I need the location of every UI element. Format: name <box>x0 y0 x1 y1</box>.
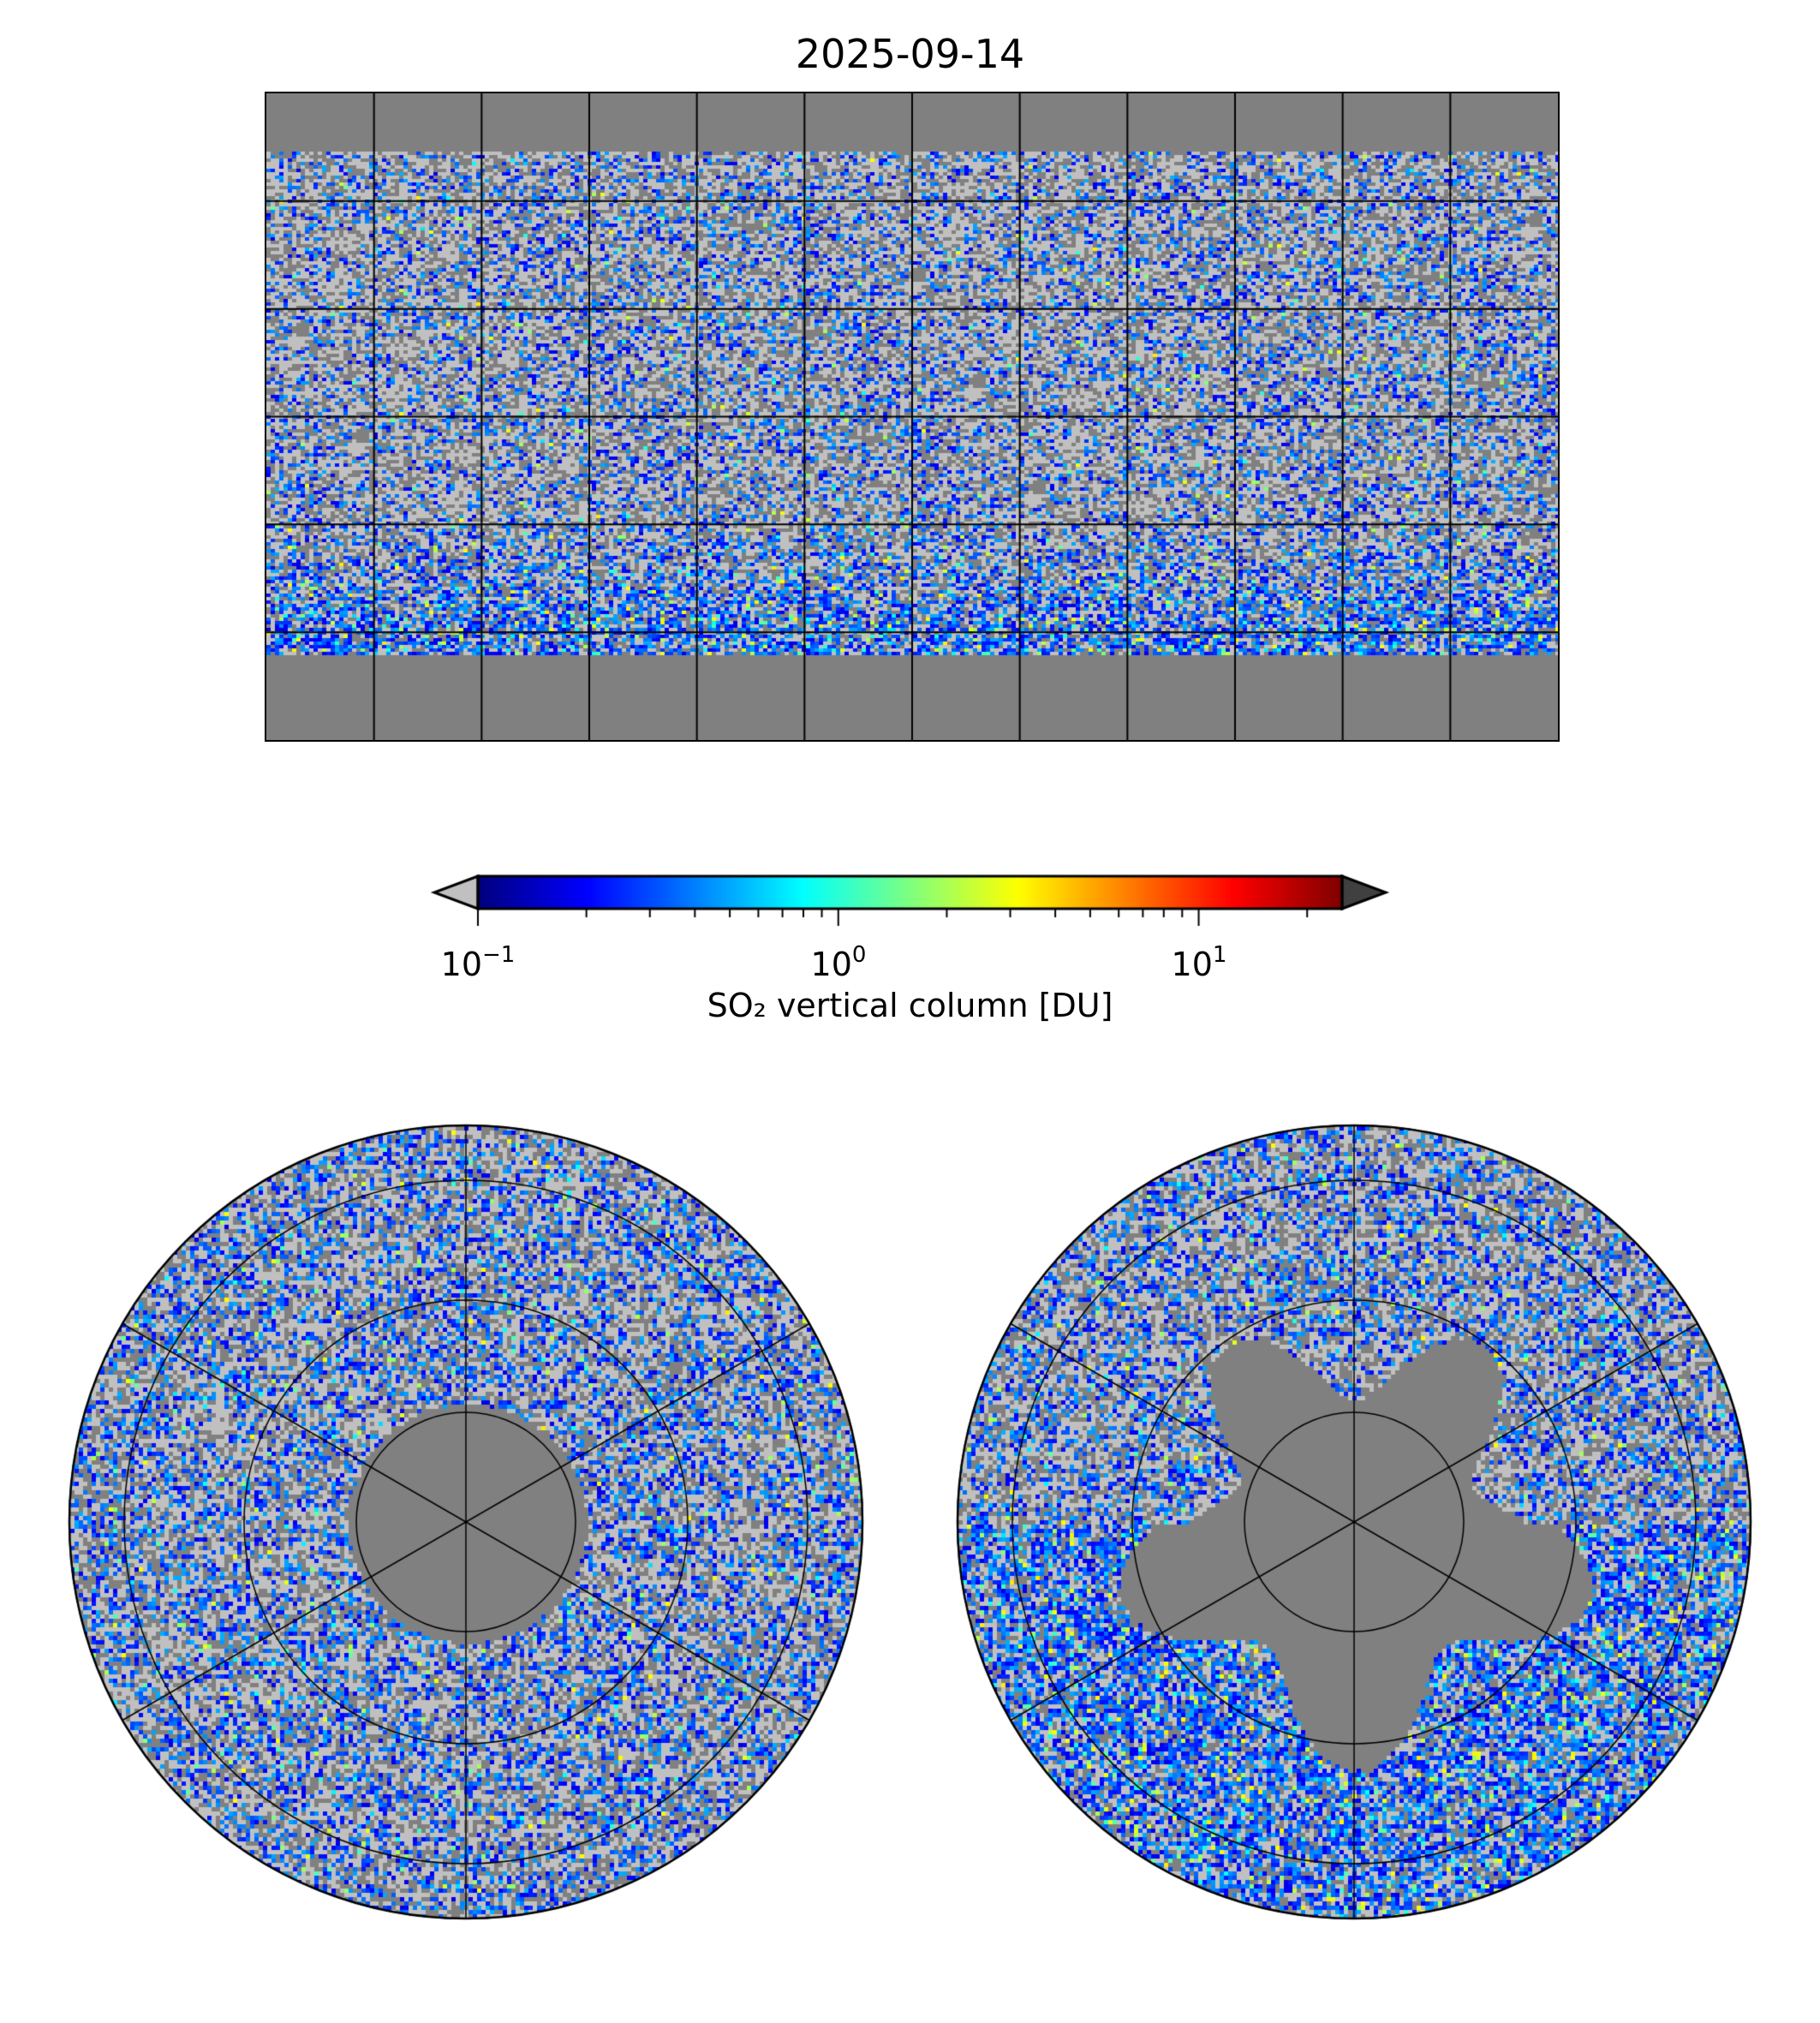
global-map <box>265 92 1560 742</box>
colorbar-label: SO₂ vertical column [DU] <box>707 987 1113 1024</box>
colorbar-tick-label: 100 <box>810 942 867 983</box>
south-polar-map <box>954 1122 1754 1922</box>
figure-title: 2025-09-14 <box>795 31 1025 77</box>
north-polar-map <box>66 1122 866 1922</box>
colorbar <box>428 872 1392 932</box>
colorbar-tick-label: 101 <box>1171 942 1227 983</box>
colorbar-tick-label: 10−1 <box>440 942 516 983</box>
